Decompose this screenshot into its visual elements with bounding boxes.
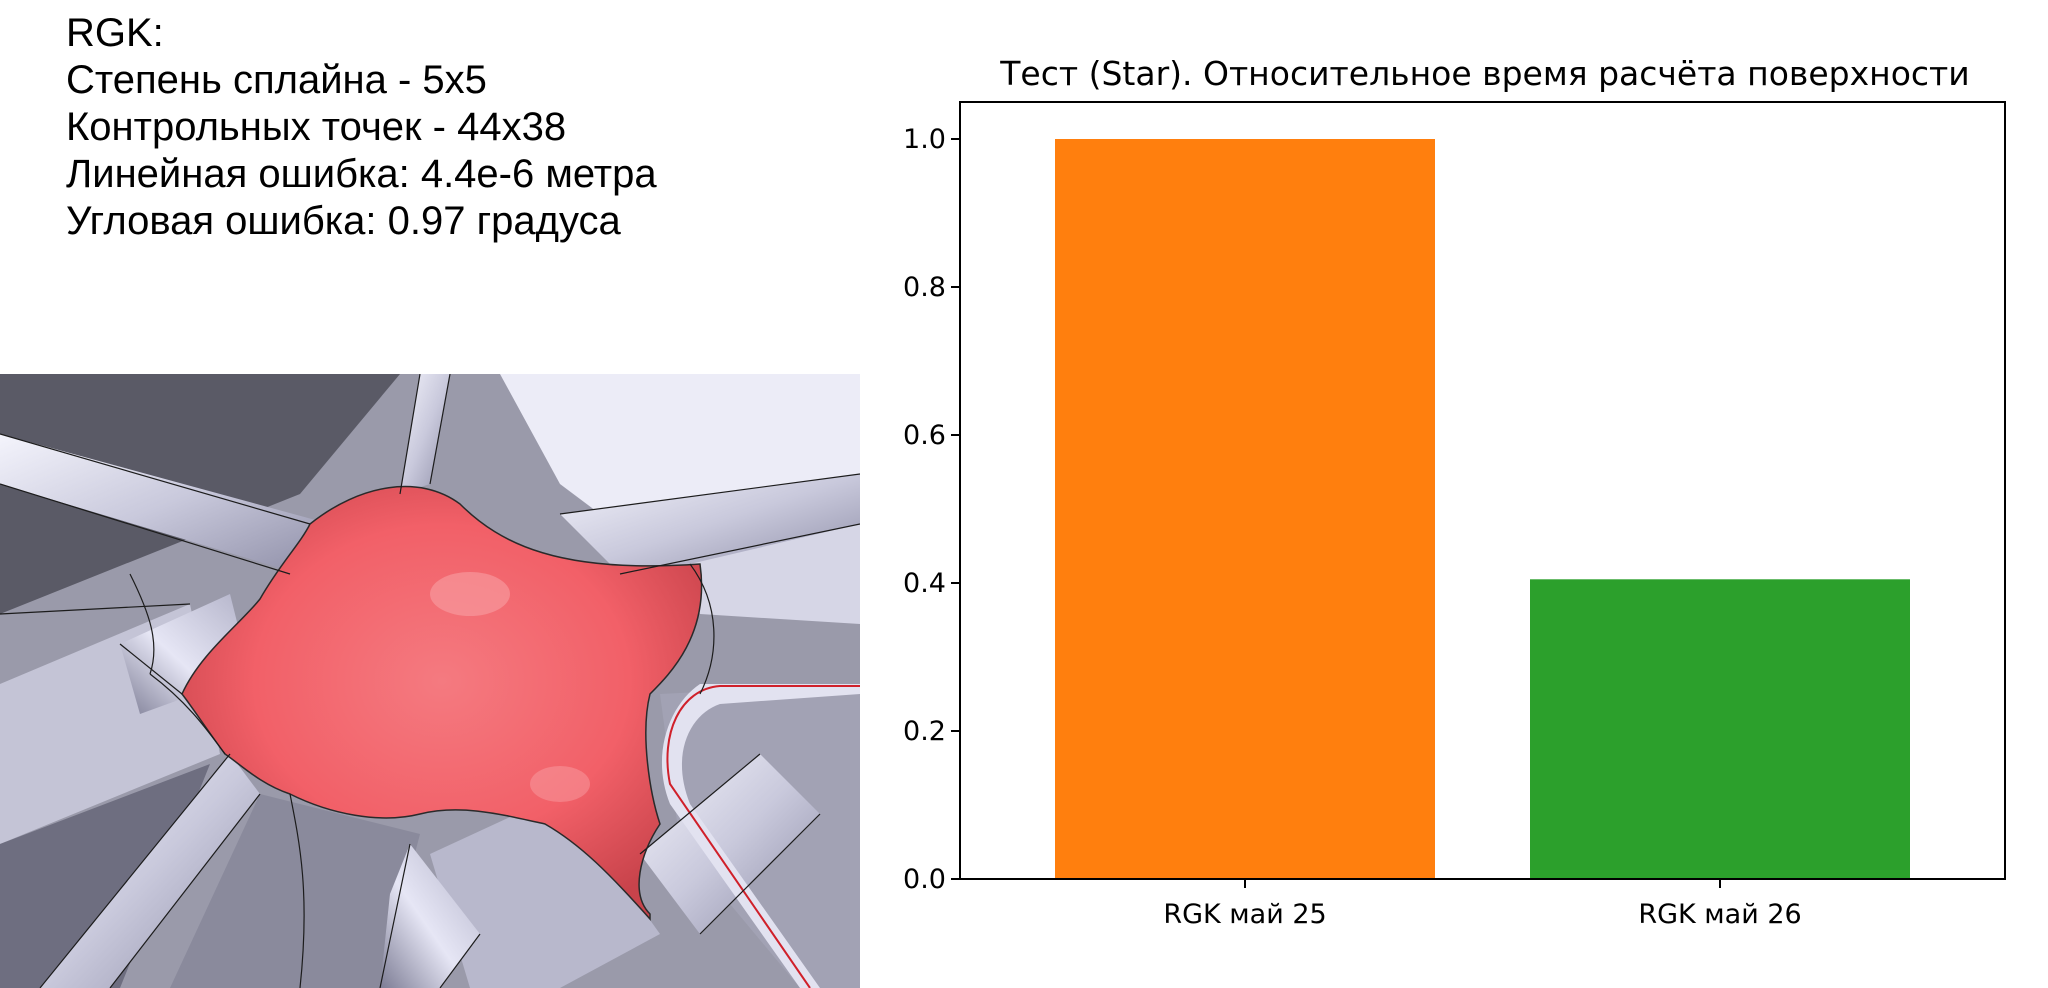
y-tick-label: 1.0 — [903, 124, 946, 155]
model-info: RGK: Степень сплайна - 5x5 Контрольных т… — [66, 10, 657, 245]
bar-2 — [1530, 579, 1910, 879]
y-tick-label: 0.0 — [903, 864, 946, 895]
y-axis: 0.0 0.2 0.4 0.6 0.8 1.0 — [903, 124, 960, 895]
surface-render-image — [0, 374, 860, 988]
x-tick-label: RGK май 26 — [1638, 899, 1801, 930]
y-tick-label: 0.8 — [903, 272, 946, 303]
relative-time-chart: Тест (Star). Относительное время расчёта… — [860, 0, 2048, 988]
chart-bars — [1055, 139, 1910, 879]
bar-1 — [1055, 139, 1435, 879]
y-tick-label: 0.6 — [903, 420, 946, 451]
info-line-control-points: Контрольных точек - 44x38 — [66, 105, 567, 149]
info-line-title: RGK: — [66, 11, 164, 55]
chart-title: Тест (Star). Относительное время расчёта… — [999, 54, 1969, 93]
x-tick-label: RGK май 25 — [1163, 899, 1326, 930]
plot-frame — [959, 101, 2006, 880]
info-line-linear-error: Линейная ошибка: 4.4e-6 метра — [66, 152, 657, 196]
y-tick-label: 0.2 — [903, 716, 946, 747]
info-line-angular-error: Угловая ошибка: 0.97 градуса — [66, 199, 621, 243]
info-line-spline-degree: Степень сплайна - 5x5 — [66, 58, 487, 102]
y-tick-label: 0.4 — [903, 568, 946, 599]
x-axis: RGK май 25 RGK май 26 — [1163, 879, 1802, 930]
